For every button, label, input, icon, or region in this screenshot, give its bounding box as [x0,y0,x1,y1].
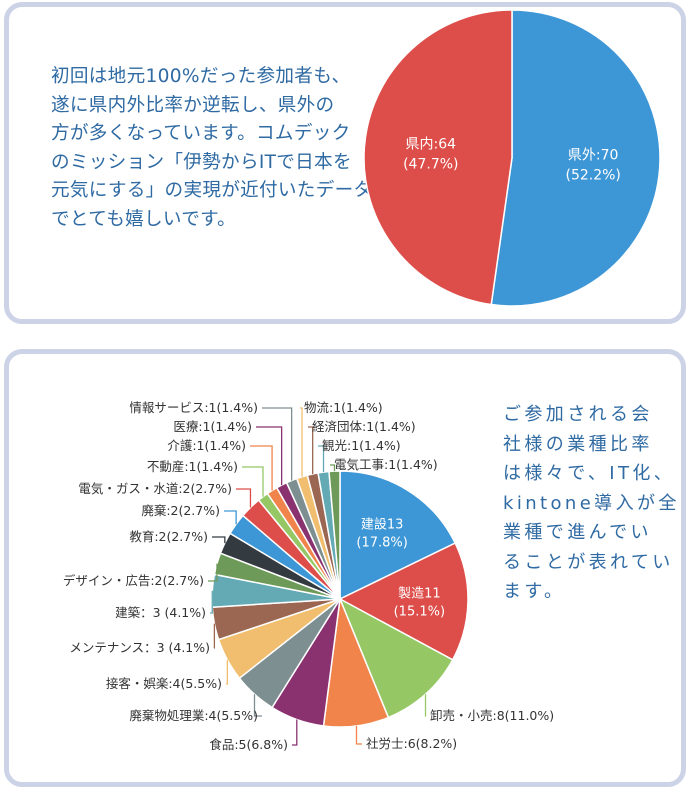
pie-slice [338,542,469,661]
leader-line [226,659,229,685]
leader-line [292,719,298,746]
slice-label: 物流:1(1.4%) [304,400,383,415]
slice-percent: (52.2%) [565,168,620,184]
slice-label: 廃棄物処理業:4(5.5%) [129,708,258,723]
leader-line [224,510,237,525]
leader-line [242,466,264,497]
slice-percent: (47.7%) [403,156,458,172]
slice-percent: (17.8%) [356,536,407,551]
industry-line: ます。 [503,581,566,602]
leader-line [355,725,362,745]
leader-line [210,590,213,614]
industry-line: 業種で進んでい [503,522,652,543]
slice-label: 医療:1(1.4%) [173,419,252,434]
intro-line: 初回は地元100%だった参加者も、 [51,66,351,87]
intro-text: 初回は地元100%だった参加者も、 遂に県内外比率か逆転し、県外の 方が多くなっ… [51,63,372,234]
slice-label: 電気工事:1(1.4%) [334,457,438,472]
slice-label: 卸売・小売:8(11.0%) [430,708,554,723]
slice-label: 経済団体:1(1.4%) [312,419,416,434]
slice-label: 廃棄:2(2.7%) [141,503,220,518]
industry-line: kintone導入が全 [503,492,680,514]
slice-label: 観光:1(1.4%) [322,438,401,453]
intro-line: でとても嬉しいです。 [51,208,237,230]
leader-line [308,426,314,474]
industry-line: 社様の業種比率 [503,433,653,455]
slice-label: 建設13 [361,517,404,533]
leader-line [330,464,336,472]
slice-label: 県内:64 [406,136,457,152]
slice-label: デザイン・広告:2(2.7%) [63,573,204,588]
leader-line [253,694,262,717]
industry-line: ることが表れてい [503,551,674,573]
intro-line: のミッション「伊勢からITで日本を [51,151,352,173]
slice-label: 情報サービス:1(1.4%) [129,400,258,415]
slice-percent: (15.1%) [394,605,445,620]
leader-line [318,445,325,473]
intro-line: 元気にする」の実現が近付いたデータ [51,180,373,201]
slice-label: 社労士:6(8.2%) [366,736,457,751]
leader-line [256,426,283,486]
slice-label: 不動産:1(1.4%) [147,459,238,474]
pie-slice-inside [363,9,513,306]
pie-slice [339,470,457,601]
intro-line: 方が多くなっています。コムデック [51,123,351,144]
industry-text: ご参加される会 社様の業種比率 は様々で、IT化、 kintone導入が全 業種… [503,400,680,607]
leader-line [208,563,218,582]
slice-label: 県外:70 [568,148,619,164]
leader-line [262,407,293,481]
slice-label: 電気・ガス・水道:2(2.7%) [78,481,232,496]
intro-line: 遂に県内外比率か逆転し、県外の [51,94,335,116]
leader-line [212,536,226,544]
slice-label: 教育:2(2.7%) [129,529,208,544]
slice-label: 製造11 [398,587,441,602]
pie-slice [328,470,341,600]
industry-line: ご参加される会 [503,404,653,425]
slice-label: 食品:5(6.8%) [209,737,288,752]
slice-label: メンテナンス：3 (4.1%) [69,640,210,655]
industry-line: は様々で、IT化、 [503,463,676,484]
pie-slice-outside [490,9,661,307]
leader-line [250,445,273,491]
slice-label: 建築：3 (4.1%) [115,605,206,620]
slice-label: 接客・娯楽:4(5.5%) [106,676,222,691]
leader-line [300,407,303,477]
leader-line [236,488,252,508]
slice-label: 介護:1(1.4%) [167,438,246,453]
pie-slice [338,597,454,719]
